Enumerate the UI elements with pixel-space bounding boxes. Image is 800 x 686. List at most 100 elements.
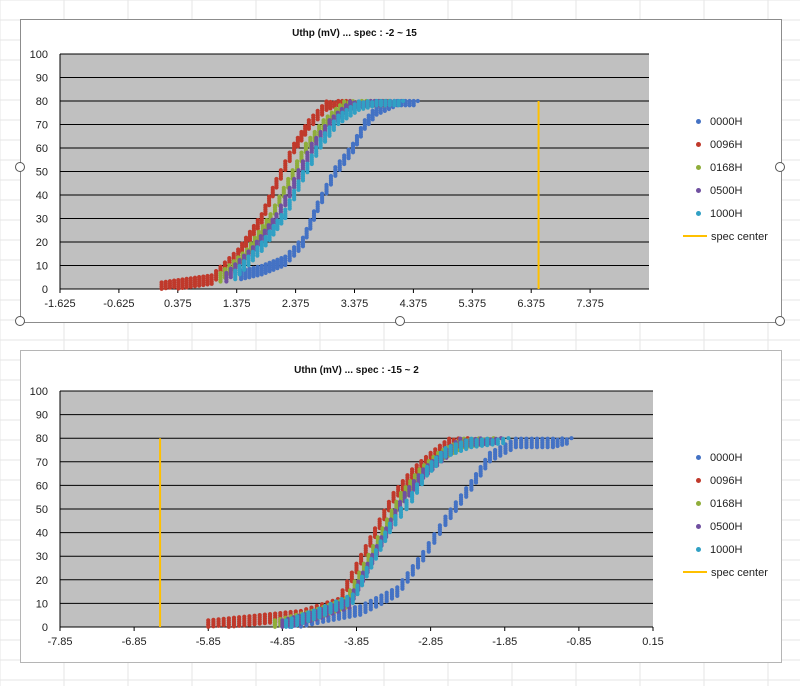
x-tick-label: -1.85 (492, 636, 517, 648)
data-point-1000H (400, 98, 406, 104)
legend-item: 1000H (681, 543, 768, 566)
data-point-0000H (473, 471, 479, 477)
x-tick-label: -1.625 (44, 298, 75, 310)
data-point-0096H (247, 614, 252, 619)
resize-handle-bottom-left[interactable] (15, 316, 25, 326)
data-point-0000H (354, 133, 360, 139)
data-point-0096H (222, 260, 228, 265)
data-point-1000H (348, 105, 353, 110)
data-point-0500H (347, 99, 353, 104)
y-tick-label: 0 (42, 284, 48, 296)
data-point-0500H (402, 490, 407, 496)
data-point-0000H (415, 556, 421, 562)
data-point-1000H (350, 592, 355, 597)
data-point-1000H (328, 601, 333, 606)
y-tick-label: 80 (36, 433, 48, 445)
data-point-1000H (309, 153, 314, 158)
data-point-0096H (211, 617, 216, 622)
data-point-1000H (485, 436, 490, 441)
data-point-1000H (259, 240, 264, 245)
data-point-0168H (281, 185, 286, 190)
data-point-1000H (404, 498, 409, 503)
chart-uthp[interactable]: Uthp (mV) ... spec : -2 ~ 15 0 10 20 30 40 50 6… (20, 19, 782, 323)
data-point-0000H (448, 507, 453, 512)
data-point-0168H (325, 114, 330, 119)
data-point-0500H (384, 526, 389, 531)
data-point-0096H (242, 614, 247, 619)
data-point-0000H (498, 445, 503, 450)
legend-label: 0168H (710, 162, 743, 174)
data-point-1000H (344, 107, 349, 113)
data-point-1000H (306, 610, 311, 615)
y-tick-label: 90 (36, 73, 48, 85)
data-point-1000H (275, 218, 280, 223)
data-point-1000H (490, 438, 495, 443)
x-tick-label: -0.625 (103, 298, 134, 310)
data-point-0096H (227, 256, 232, 261)
data-point-1000H (289, 616, 294, 621)
data-point-1000H (443, 446, 448, 451)
data-point-1000H (255, 245, 260, 250)
data-point-0096H (433, 447, 438, 452)
data-point-1000H (479, 437, 485, 442)
data-point-1000H (387, 98, 392, 104)
data-point-0096H (336, 98, 341, 104)
y-tick-label: 10 (36, 598, 48, 610)
data-point-0168H (264, 218, 269, 223)
data-point-1000H (374, 98, 379, 104)
legend-item: 0168H (681, 161, 768, 184)
data-point-0168H (329, 110, 334, 115)
data-point-1000H (345, 594, 350, 599)
data-point-0500H (360, 570, 366, 575)
data-point-0000H (370, 108, 375, 113)
y-tick-label: 60 (36, 480, 48, 492)
data-point-1000H (356, 99, 362, 104)
data-point-0168H (268, 212, 273, 217)
data-point-0500H (421, 467, 426, 472)
resize-handle-bottom-right[interactable] (775, 316, 785, 326)
y-tick-label: 30 (36, 214, 48, 226)
x-tick-label: -6.85 (122, 636, 147, 648)
data-point-0096H (354, 561, 359, 566)
resize-handle-bottom-center[interactable] (395, 316, 405, 326)
data-point-1000H (318, 136, 323, 142)
data-point-0000H (426, 541, 431, 546)
data-point-0000H (524, 436, 529, 441)
resize-handle-right[interactable] (775, 162, 785, 172)
data-point-1000H (283, 618, 289, 623)
data-point-0096H (236, 247, 241, 252)
data-point-0000H (271, 259, 276, 264)
data-point-0500H (296, 168, 301, 173)
data-point-0000H (358, 604, 363, 609)
y-tick-label: 40 (36, 190, 48, 202)
data-point-0096H (409, 467, 415, 472)
y-tick-label: 20 (36, 237, 48, 249)
chart-uthn[interactable]: Uthn (mV) ... spec : -15 ~ 2 0 10 20 30 40 50 6… (20, 350, 782, 663)
legend-swatch (696, 165, 701, 171)
x-tick-label: 1.375 (223, 298, 251, 310)
y-tick-label: 30 (36, 551, 48, 563)
legend-item: 0500H (681, 520, 768, 543)
data-point-0000H (529, 436, 534, 441)
data-point-0168H (361, 561, 367, 566)
data-point-1000H (453, 442, 458, 447)
data-point-0000H (437, 523, 442, 528)
data-point-0000H (564, 437, 569, 442)
data-point-0168H (371, 543, 376, 549)
resize-handle-left[interactable] (15, 162, 25, 172)
data-point-1000H (327, 125, 332, 130)
data-point-0000H (373, 596, 379, 601)
data-point-0096H (237, 615, 242, 620)
data-point-0096H (209, 273, 214, 278)
data-point-0096H (320, 104, 325, 109)
data-point-0096H (247, 229, 253, 234)
data-point-0000H (247, 266, 252, 271)
data-point-0096H (309, 605, 314, 610)
data-point-0168H (389, 508, 394, 513)
data-point-0168H (347, 588, 353, 593)
data-point-0096H (274, 176, 279, 182)
y-tick-label: 80 (36, 96, 48, 108)
data-point-0168H (408, 479, 413, 484)
data-point-0096H (328, 99, 333, 105)
data-point-1000H (365, 99, 370, 104)
